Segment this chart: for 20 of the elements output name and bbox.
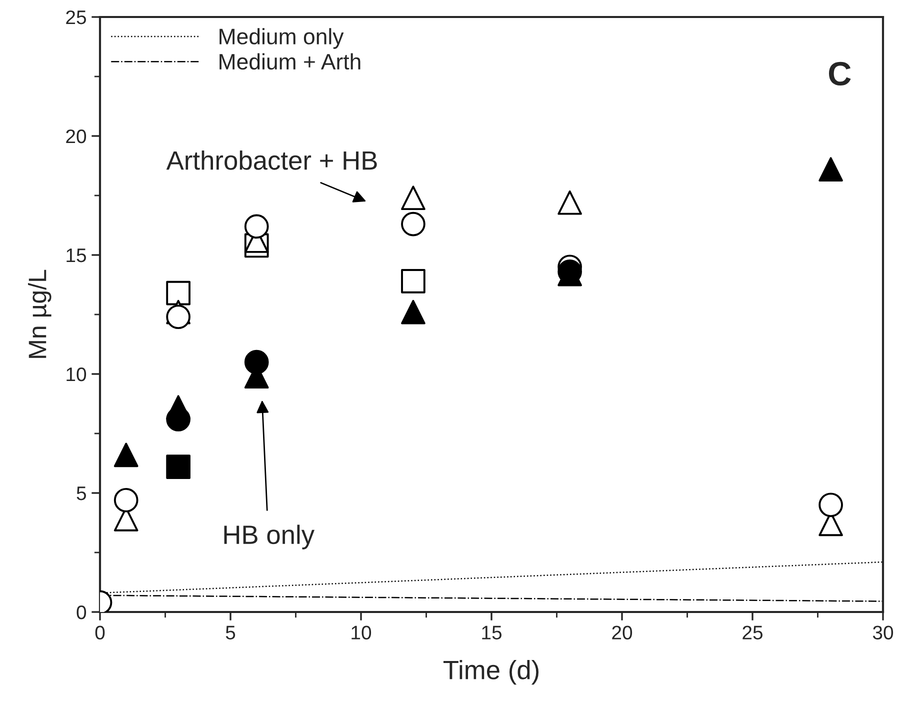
annotation: HB only: [224, 524, 314, 550]
x-tick-label: 15: [482, 626, 502, 640]
y-axis-title: Mn µg/L: [28, 270, 52, 358]
x-tick-label: 10: [352, 626, 372, 640]
x-tick-label: 30: [872, 626, 894, 640]
legend-label: Medium + Arth: [220, 53, 360, 70]
legend-label: Medium only: [220, 28, 344, 49]
x-tick-label: 25: [742, 626, 762, 640]
x-tick-label: 0: [95, 626, 105, 640]
y-tick-label: 10: [66, 367, 86, 382]
y-tick-label: 25: [66, 10, 86, 24]
y-tick-label: 5: [76, 486, 86, 500]
x-tick-label: 20: [612, 626, 632, 640]
annotation: C: [828, 62, 851, 86]
x-tick-label: 5: [226, 626, 236, 640]
y-tick-label: 0: [76, 605, 86, 620]
y-tick-label: 15: [66, 248, 86, 262]
y-tick-label: 20: [66, 129, 86, 144]
x-axis-title: Time (d): [443, 660, 538, 685]
annotation: Arthrobacter + HB: [166, 150, 377, 170]
